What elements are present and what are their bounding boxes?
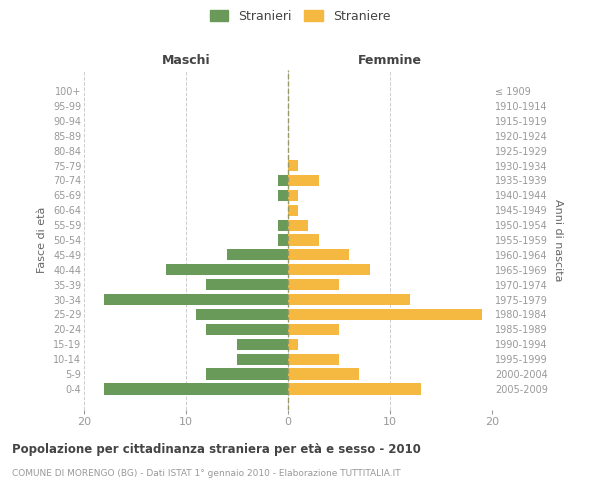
- Bar: [288, 354, 339, 365]
- Text: Maschi: Maschi: [161, 54, 211, 68]
- Text: Femmine: Femmine: [358, 54, 422, 68]
- Bar: [288, 250, 349, 260]
- Bar: [237, 354, 288, 365]
- Y-axis label: Anni di nascita: Anni di nascita: [553, 198, 563, 281]
- Bar: [288, 368, 359, 380]
- Bar: [206, 279, 288, 290]
- Bar: [206, 324, 288, 335]
- Bar: [288, 324, 339, 335]
- Bar: [237, 338, 288, 350]
- Bar: [288, 175, 319, 186]
- Bar: [196, 309, 288, 320]
- Bar: [166, 264, 288, 276]
- Bar: [278, 175, 288, 186]
- Text: COMUNE DI MORENGO (BG) - Dati ISTAT 1° gennaio 2010 - Elaborazione TUTTITALIA.IT: COMUNE DI MORENGO (BG) - Dati ISTAT 1° g…: [12, 469, 401, 478]
- Bar: [288, 309, 482, 320]
- Bar: [278, 190, 288, 201]
- Bar: [227, 250, 288, 260]
- Bar: [288, 190, 298, 201]
- Bar: [278, 234, 288, 246]
- Legend: Stranieri, Straniere: Stranieri, Straniere: [206, 6, 394, 26]
- Y-axis label: Fasce di età: Fasce di età: [37, 207, 47, 273]
- Text: Popolazione per cittadinanza straniera per età e sesso - 2010: Popolazione per cittadinanza straniera p…: [12, 442, 421, 456]
- Bar: [288, 264, 370, 276]
- Bar: [288, 220, 308, 230]
- Bar: [278, 220, 288, 230]
- Bar: [288, 338, 298, 350]
- Bar: [288, 204, 298, 216]
- Bar: [206, 368, 288, 380]
- Bar: [104, 294, 288, 305]
- Bar: [288, 234, 319, 246]
- Bar: [288, 160, 298, 171]
- Bar: [288, 384, 421, 394]
- Bar: [288, 294, 410, 305]
- Bar: [288, 279, 339, 290]
- Bar: [104, 384, 288, 394]
